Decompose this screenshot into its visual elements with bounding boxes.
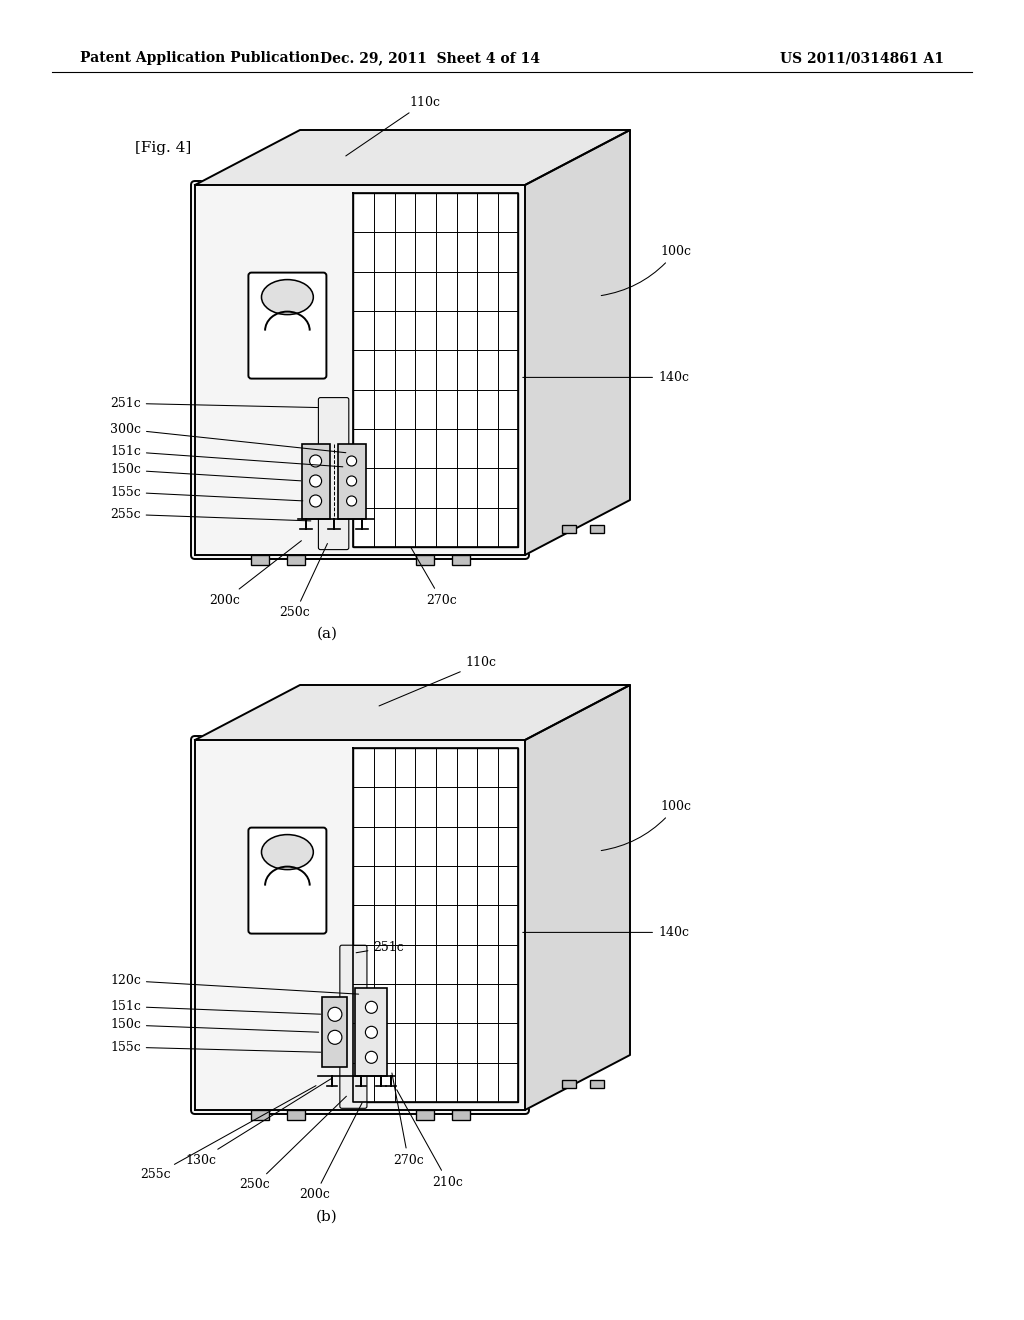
Text: US 2011/0314861 A1: US 2011/0314861 A1 bbox=[780, 51, 944, 65]
Circle shape bbox=[366, 1002, 378, 1014]
Text: Patent Application Publication: Patent Application Publication bbox=[80, 51, 319, 65]
Text: 210c: 210c bbox=[396, 1090, 464, 1188]
Text: 250c: 250c bbox=[280, 544, 328, 619]
Circle shape bbox=[366, 1051, 378, 1064]
Bar bbox=[251, 1110, 268, 1119]
Bar bbox=[338, 444, 366, 519]
Text: 140c: 140c bbox=[523, 371, 689, 384]
Bar bbox=[353, 748, 518, 1102]
Bar bbox=[590, 525, 604, 533]
Circle shape bbox=[309, 455, 322, 467]
FancyBboxPatch shape bbox=[191, 737, 529, 1114]
Text: 100c: 100c bbox=[601, 246, 691, 296]
Circle shape bbox=[309, 475, 322, 487]
Circle shape bbox=[366, 1027, 378, 1039]
Bar bbox=[287, 1110, 304, 1119]
Text: 270c: 270c bbox=[411, 548, 457, 606]
Ellipse shape bbox=[261, 834, 313, 870]
Text: 130c: 130c bbox=[185, 1078, 331, 1167]
Text: [Fig. 4]: [Fig. 4] bbox=[135, 141, 191, 154]
Text: 110c: 110c bbox=[379, 656, 497, 706]
Text: 120c: 120c bbox=[110, 974, 358, 994]
Polygon shape bbox=[195, 129, 630, 185]
Text: (a): (a) bbox=[316, 627, 338, 642]
Circle shape bbox=[309, 495, 322, 507]
Text: (b): (b) bbox=[316, 1210, 338, 1224]
Text: 110c: 110c bbox=[346, 95, 440, 156]
Text: 151c: 151c bbox=[110, 1001, 321, 1014]
Circle shape bbox=[346, 455, 356, 466]
Text: 255c: 255c bbox=[110, 508, 311, 521]
Bar bbox=[590, 1080, 604, 1088]
Text: 300c: 300c bbox=[110, 422, 346, 453]
Text: 155c: 155c bbox=[110, 1040, 321, 1053]
Text: 200c: 200c bbox=[210, 541, 301, 606]
Bar bbox=[416, 1110, 433, 1119]
Bar bbox=[416, 554, 433, 565]
Text: 251c: 251c bbox=[110, 397, 317, 409]
Polygon shape bbox=[525, 685, 630, 1110]
Bar bbox=[562, 525, 575, 533]
Circle shape bbox=[346, 477, 356, 486]
Polygon shape bbox=[195, 685, 630, 741]
Circle shape bbox=[328, 1031, 342, 1044]
Text: 251c: 251c bbox=[356, 941, 404, 953]
Text: 250c: 250c bbox=[240, 1096, 346, 1192]
FancyBboxPatch shape bbox=[249, 828, 327, 933]
Text: 100c: 100c bbox=[601, 800, 691, 850]
FancyBboxPatch shape bbox=[249, 273, 327, 379]
Bar bbox=[353, 193, 518, 546]
Text: 155c: 155c bbox=[110, 486, 303, 500]
Text: Dec. 29, 2011  Sheet 4 of 14: Dec. 29, 2011 Sheet 4 of 14 bbox=[319, 51, 540, 65]
FancyBboxPatch shape bbox=[340, 945, 367, 1109]
Text: 150c: 150c bbox=[110, 1019, 318, 1032]
Ellipse shape bbox=[261, 280, 313, 314]
Text: 150c: 150c bbox=[110, 463, 301, 480]
Polygon shape bbox=[525, 129, 630, 554]
Bar bbox=[452, 554, 469, 565]
Circle shape bbox=[346, 496, 356, 506]
Bar bbox=[251, 554, 268, 565]
Bar bbox=[302, 444, 330, 519]
Text: 255c: 255c bbox=[140, 1085, 316, 1181]
FancyBboxPatch shape bbox=[318, 397, 349, 549]
Text: 140c: 140c bbox=[523, 925, 689, 939]
FancyBboxPatch shape bbox=[191, 181, 529, 558]
Text: 200c: 200c bbox=[300, 1102, 362, 1201]
Bar bbox=[452, 1110, 469, 1119]
Bar bbox=[323, 998, 347, 1068]
Text: 151c: 151c bbox=[110, 445, 343, 467]
Bar bbox=[562, 1080, 575, 1088]
Bar bbox=[355, 989, 387, 1076]
Bar bbox=[287, 554, 304, 565]
Circle shape bbox=[328, 1007, 342, 1022]
Text: 270c: 270c bbox=[392, 1073, 424, 1167]
